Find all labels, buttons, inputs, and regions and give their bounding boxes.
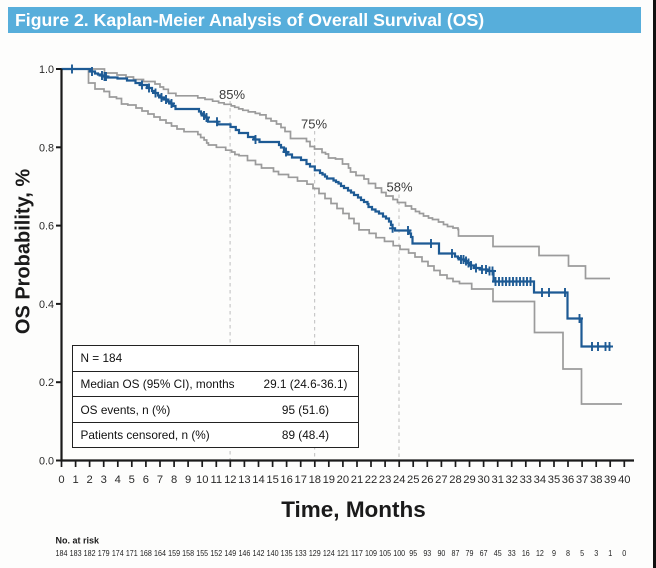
svg-text:32: 32 — [505, 474, 517, 486]
svg-text:87: 87 — [452, 548, 460, 558]
svg-text:1: 1 — [72, 474, 78, 486]
svg-text:100: 100 — [393, 548, 405, 558]
svg-text:16: 16 — [522, 548, 530, 558]
svg-text:40: 40 — [618, 474, 630, 486]
svg-text:140: 140 — [267, 548, 279, 558]
svg-text:35: 35 — [548, 474, 560, 486]
svg-text:9: 9 — [185, 474, 191, 486]
svg-text:Time, Months: Time, Months — [281, 497, 426, 522]
svg-text:27: 27 — [435, 474, 447, 486]
svg-text:1.0: 1.0 — [39, 64, 54, 76]
svg-text:19: 19 — [323, 474, 335, 486]
svg-text:171: 171 — [126, 548, 138, 558]
svg-text:33: 33 — [520, 474, 532, 486]
svg-text:6: 6 — [143, 474, 149, 486]
svg-text:11: 11 — [210, 474, 222, 486]
svg-text:85%: 85% — [219, 87, 245, 102]
svg-text:0.0: 0.0 — [39, 456, 54, 468]
svg-text:155: 155 — [196, 548, 208, 558]
svg-text:36: 36 — [562, 474, 574, 486]
svg-text:26: 26 — [421, 474, 433, 486]
svg-text:21: 21 — [351, 474, 363, 486]
svg-text:124: 124 — [323, 548, 335, 558]
svg-text:135: 135 — [281, 548, 293, 558]
svg-text:142: 142 — [253, 548, 265, 558]
svg-text:45: 45 — [494, 548, 502, 558]
svg-text:29: 29 — [463, 474, 475, 486]
svg-text:105: 105 — [379, 548, 391, 558]
svg-text:13: 13 — [238, 474, 250, 486]
svg-text:5: 5 — [129, 474, 135, 486]
svg-text:121: 121 — [337, 548, 349, 558]
svg-text:12: 12 — [224, 474, 236, 486]
svg-text:38: 38 — [590, 474, 602, 486]
svg-text:30: 30 — [477, 474, 489, 486]
svg-text:9: 9 — [552, 548, 556, 558]
svg-text:17: 17 — [294, 474, 306, 486]
svg-text:5: 5 — [580, 548, 584, 558]
svg-text:22: 22 — [365, 474, 377, 486]
svg-text:158: 158 — [182, 548, 194, 558]
svg-text:0.2: 0.2 — [39, 377, 54, 389]
svg-text:90: 90 — [437, 548, 445, 558]
svg-text:33: 33 — [508, 548, 516, 558]
svg-text:117: 117 — [351, 548, 363, 558]
svg-text:15: 15 — [266, 474, 278, 486]
svg-text:0: 0 — [622, 548, 626, 558]
svg-text:179: 179 — [98, 548, 110, 558]
svg-text:4: 4 — [115, 474, 121, 486]
svg-text:0.4: 0.4 — [39, 299, 54, 311]
svg-text:18: 18 — [309, 474, 321, 486]
svg-text:3: 3 — [101, 474, 107, 486]
svg-text:182: 182 — [84, 548, 96, 558]
svg-text:39: 39 — [604, 474, 616, 486]
svg-text:25: 25 — [407, 474, 419, 486]
svg-text:0.6: 0.6 — [39, 221, 54, 233]
svg-text:0.8: 0.8 — [39, 142, 54, 154]
svg-text:58%: 58% — [386, 180, 412, 195]
svg-text:37: 37 — [576, 474, 588, 486]
svg-text:34: 34 — [534, 474, 546, 486]
svg-text:75%: 75% — [301, 117, 327, 132]
svg-text:95: 95 — [409, 548, 417, 558]
svg-text:2: 2 — [86, 474, 92, 486]
svg-text:129: 129 — [309, 548, 321, 558]
svg-text:109: 109 — [365, 548, 377, 558]
svg-text:No. at risk: No. at risk — [56, 536, 101, 546]
svg-text:OS Probability, %: OS Probability, % — [13, 169, 35, 334]
svg-text:7: 7 — [157, 474, 163, 486]
svg-text:10: 10 — [196, 474, 208, 486]
svg-text:67: 67 — [480, 548, 488, 558]
svg-text:152: 152 — [210, 548, 222, 558]
svg-text:16: 16 — [280, 474, 292, 486]
svg-text:12: 12 — [536, 548, 544, 558]
svg-text:3: 3 — [594, 548, 598, 558]
svg-text:23: 23 — [379, 474, 391, 486]
svg-text:159: 159 — [168, 548, 180, 558]
svg-text:79: 79 — [466, 548, 474, 558]
svg-text:31: 31 — [491, 474, 503, 486]
svg-text:184: 184 — [56, 548, 68, 558]
svg-text:24: 24 — [393, 474, 405, 486]
svg-text:146: 146 — [238, 548, 250, 558]
svg-text:8: 8 — [566, 548, 570, 558]
svg-text:8: 8 — [171, 474, 177, 486]
svg-text:28: 28 — [449, 474, 461, 486]
svg-text:164: 164 — [154, 548, 166, 558]
svg-text:174: 174 — [112, 548, 124, 558]
svg-text:1: 1 — [608, 548, 612, 558]
svg-text:93: 93 — [423, 548, 431, 558]
svg-text:149: 149 — [224, 548, 236, 558]
svg-text:14: 14 — [252, 474, 264, 486]
svg-text:0: 0 — [58, 474, 64, 486]
svg-text:20: 20 — [337, 474, 349, 486]
svg-text:133: 133 — [295, 548, 307, 558]
svg-text:183: 183 — [70, 548, 82, 558]
svg-text:168: 168 — [140, 548, 152, 558]
